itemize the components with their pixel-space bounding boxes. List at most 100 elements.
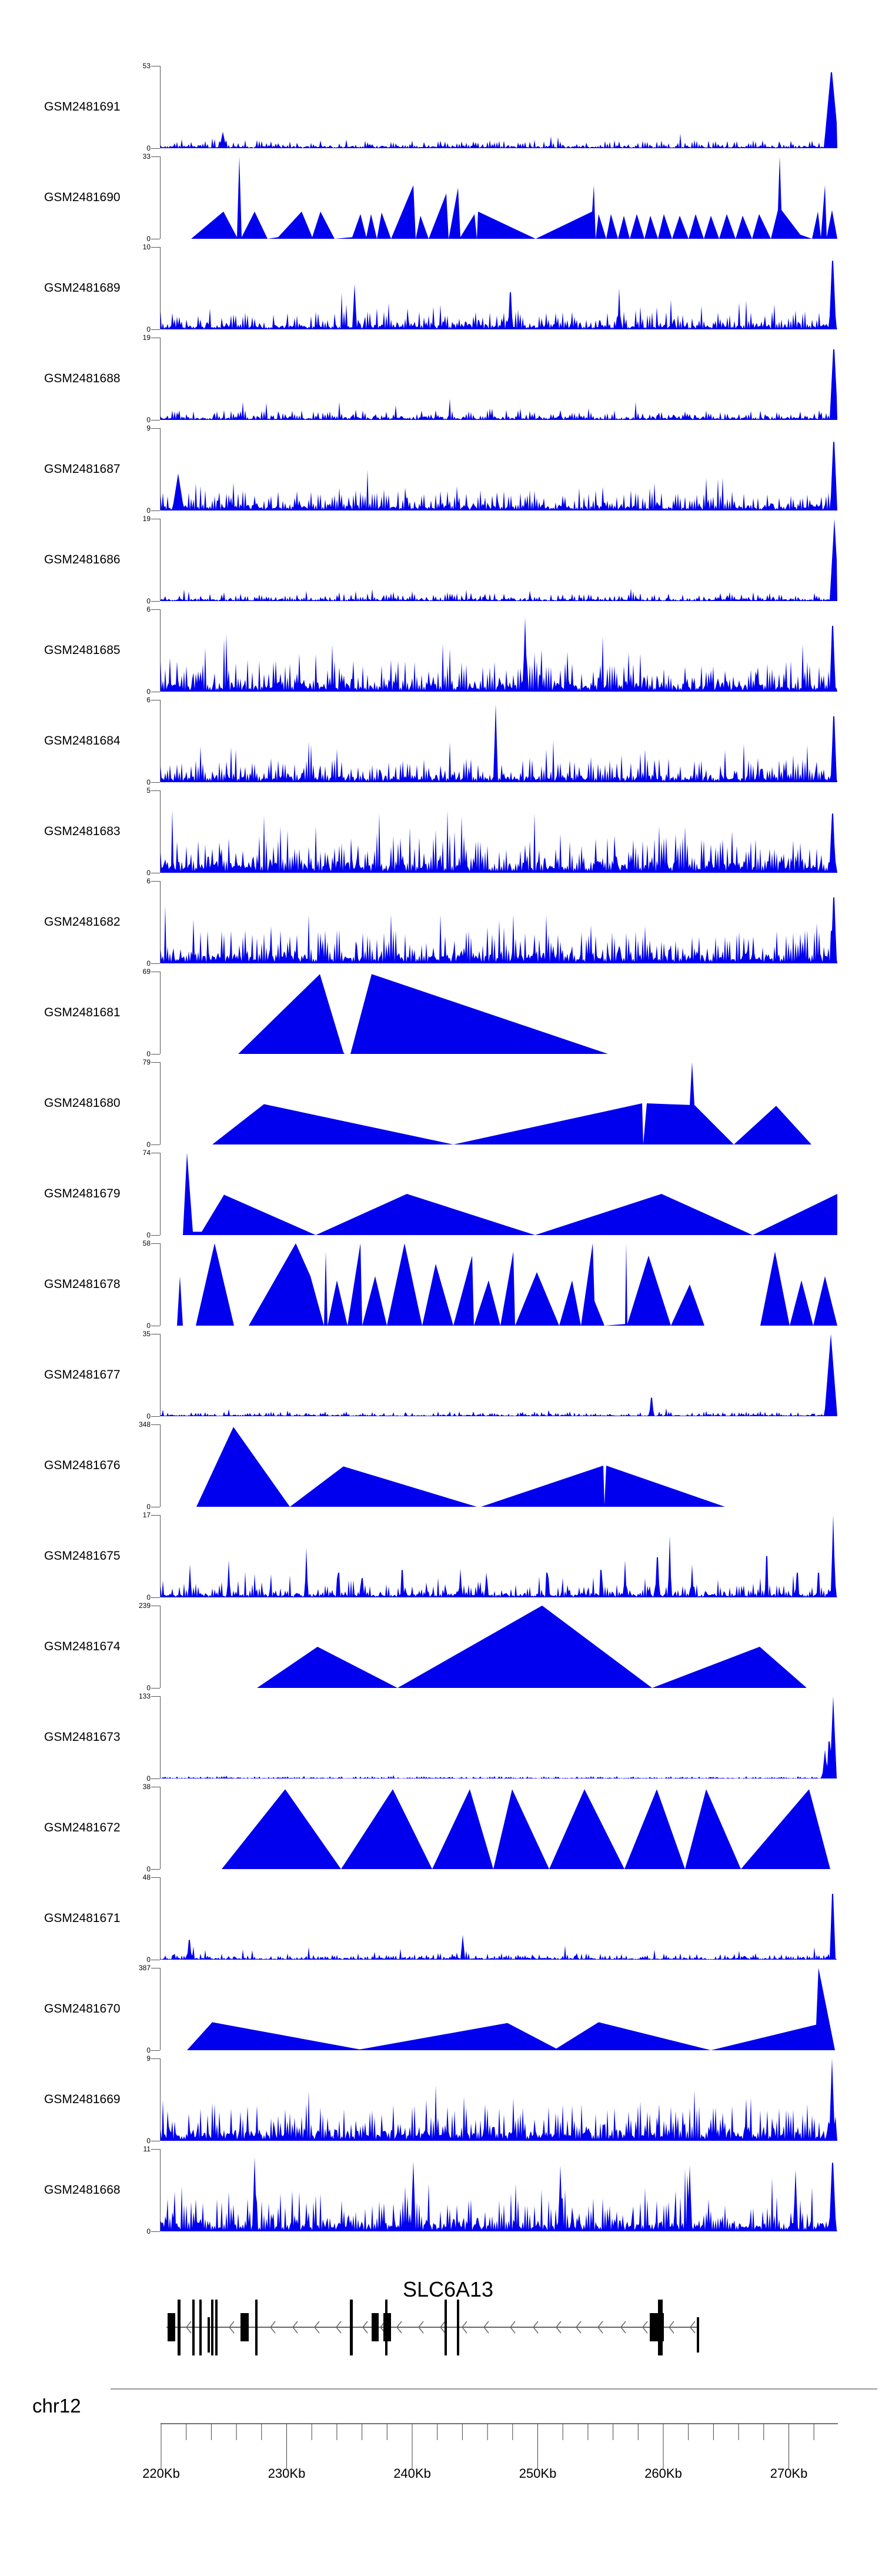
y-axis-line [160,156,161,239]
y-axis-top-tick [151,247,160,248]
y-axis-max-label: 35 [142,1330,151,1338]
y-axis-line [160,790,161,873]
y-axis-zero-label: 0 [146,1774,151,1783]
y-axis-zero-label: 0 [146,1865,151,1873]
y-axis-line [160,1334,161,1416]
y-axis-zero-label: 0 [146,688,151,696]
y-axis-max-label: 11 [143,2145,151,2153]
y-axis-max-label: 6 [146,605,151,613]
y-axis-zero-tick [151,420,160,421]
track-label: GSM2481672 [44,1821,121,1834]
signal-area-plot [161,2157,837,2231]
exon-block [215,2300,218,2355]
y-axis-line [160,1787,161,1869]
signal-area-plot [161,261,837,329]
y-axis-zero-tick [151,2050,160,2051]
y-axis-top-tick [151,1515,160,1516]
y-axis-max-label: 48 [142,1873,151,1881]
exon-block [192,2300,195,2355]
strand-direction-arrow-icon [576,2321,582,2334]
exon-block [199,2300,202,2355]
signal-area-plot [161,1153,837,1235]
track-label: GSM2481673 [44,1730,121,1744]
y-axis-line [160,247,161,329]
signal-area-plot [161,1062,837,1144]
x-axis-tick-label: 270Kb [770,2466,808,2481]
track-label: GSM2481670 [44,2002,121,2016]
track-label: GSM2481679 [44,1187,121,1200]
signal-area-plot [161,72,837,148]
track-label: GSM2481683 [44,825,121,838]
y-axis-top-tick [151,1062,160,1063]
strand-direction-arrow-icon [186,2321,192,2334]
y-axis-zero-label: 0 [146,144,151,152]
x-axis-tick-label: 230Kb [268,2466,306,2481]
y-axis-top-tick [151,1243,160,1244]
y-axis-max-label: 53 [142,62,151,70]
y-axis-zero-tick [151,1144,160,1145]
signal-area-plot [161,1968,837,2050]
strand-direction-arrow-icon [669,2321,674,2334]
y-axis-zero-tick [151,510,160,511]
signal-area-plot [161,897,837,963]
y-axis-zero-tick [151,1688,160,1689]
y-axis-max-label: 74 [142,1149,151,1157]
y-axis-zero-label: 0 [146,235,151,243]
exon-block [350,2300,353,2355]
y-axis-zero-label: 0 [146,1322,151,1330]
signal-area-plot [161,1606,837,1688]
y-axis-line [160,66,161,148]
y-axis-top-tick [151,1877,160,1878]
y-axis-zero-label: 0 [146,1050,151,1058]
y-axis-line [160,881,161,963]
exon-block [445,2300,447,2355]
x-axis-tick-label: 260Kb [644,2466,682,2481]
track-label: GSM2481686 [44,553,121,566]
strand-direction-arrow-icon [292,2321,298,2334]
signal-area-plot [161,810,837,873]
y-axis-max-label: 6 [146,696,151,704]
track-label: GSM2481677 [44,1368,121,1382]
strand-direction-arrow-icon [314,2321,320,2334]
exon-block [255,2300,258,2355]
y-axis-max-label: 6 [146,877,151,885]
strand-direction-arrow-icon [510,2321,516,2334]
y-axis-zero-tick [151,329,160,330]
y-axis-max-label: 239 [138,1601,151,1610]
strand-direction-arrow-icon [418,2321,424,2334]
y-axis-line [160,700,161,782]
y-axis-zero-label: 0 [146,2137,151,2145]
exon-block [457,2300,459,2355]
track-label: GSM2481685 [44,643,121,657]
y-axis-top-tick [151,1424,160,1425]
y-axis-top-tick [151,2058,160,2059]
track-label: GSM2481684 [44,734,121,748]
strand-direction-arrow-icon [556,2321,562,2334]
track-label: GSM2481690 [44,191,121,204]
signal-area-plot [161,1427,837,1507]
y-axis-max-label: 79 [142,1058,151,1066]
x-axis-tick-label: 240Kb [393,2466,431,2481]
strand-direction-arrow-icon [483,2321,489,2334]
y-axis-max-label: 38 [142,1783,151,1791]
y-axis-zero-tick [151,1597,160,1598]
strand-direction-arrow-icon [270,2321,276,2334]
y-axis-zero-label: 0 [146,959,151,967]
strand-direction-arrow-icon [229,2321,235,2334]
track-label: GSM2481682 [44,915,121,929]
track-label: GSM2481676 [44,1459,121,1472]
y-axis-top-tick [151,2149,160,2150]
signal-area-plot [161,1515,837,1597]
gene-model-drawing [166,2300,699,2355]
y-axis-zero-label: 0 [146,2227,151,2235]
signal-area-plot [161,704,837,782]
strand-direction-arrow-icon [362,2321,368,2334]
y-axis-line [160,2058,161,2141]
y-axis-max-label: 10 [142,243,151,251]
y-axis-line [160,609,161,692]
y-axis-max-label: 19 [142,515,151,523]
signal-area-plot [161,1894,837,1960]
track-label: GSM2481671 [44,1911,121,1925]
y-axis-zero-label: 0 [146,1140,151,1149]
y-axis-max-label: 5 [146,786,151,795]
